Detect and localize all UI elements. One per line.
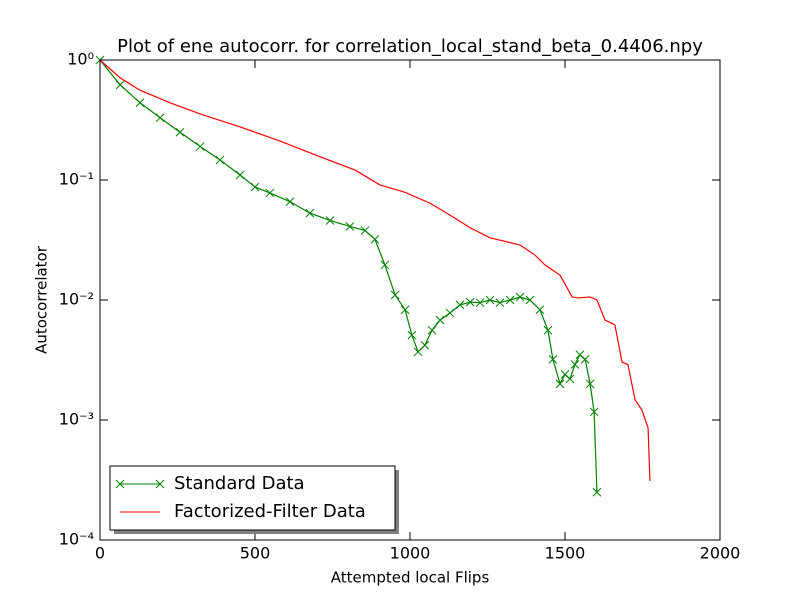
data-marker: [495, 298, 505, 308]
data-marker: [427, 325, 437, 335]
y-tick-label: 10⁻³: [59, 410, 94, 429]
data-marker: [589, 407, 599, 417]
data-marker: [548, 355, 558, 364]
x-tick-label: 2000: [700, 544, 741, 563]
data-marker: [285, 197, 295, 207]
data-marker: [400, 305, 410, 315]
data-marker: [407, 330, 417, 340]
y-tick-label: 10⁻⁴: [59, 530, 94, 549]
data-marker: [413, 347, 423, 357]
data-marker: [580, 355, 590, 364]
data-marker: [115, 80, 125, 90]
plot-frame: [99, 59, 721, 541]
data-marker: [475, 298, 485, 308]
y-tick-label: 10⁻²: [59, 290, 94, 309]
y-tick-label: 10⁰: [67, 50, 94, 69]
data-marker: [525, 295, 535, 305]
legend: [109, 465, 396, 531]
data-marker: [345, 222, 355, 231]
x-tick-label: 0: [95, 544, 105, 563]
data-marker: [420, 340, 430, 350]
data-marker: [570, 360, 580, 369]
chart-title: Plot of ene autocorr. for correlation_lo…: [117, 36, 703, 57]
legend-marker: [115, 479, 125, 489]
data-marker: [445, 308, 455, 318]
legend-label: Standard Data: [174, 473, 305, 494]
data-marker: [555, 379, 565, 389]
data-marker: [390, 290, 400, 300]
data-marker: [505, 295, 515, 305]
x-tick-label: 1500: [545, 544, 586, 563]
x-axis-label: Attempted local Flips: [331, 569, 490, 587]
y-axis-label: Autocorrelator: [33, 245, 51, 354]
data-marker: [515, 292, 525, 302]
data-marker: [465, 297, 475, 307]
data-marker: [265, 188, 275, 198]
data-marker: [543, 325, 553, 335]
data-marker: [370, 235, 380, 244]
data-line: [99, 59, 651, 482]
data-marker: [235, 170, 245, 180]
data-marker: [195, 142, 205, 151]
data-marker: [155, 113, 165, 123]
data-marker: [215, 155, 225, 165]
legend-marker: [155, 479, 165, 489]
data-marker: [135, 98, 145, 108]
data-marker: [585, 379, 595, 389]
data-marker: [435, 315, 445, 325]
data-marker: [485, 295, 495, 305]
legend-label: Factorized-Filter Data: [174, 501, 366, 522]
data-marker: [380, 260, 390, 270]
y-tick-label: 10⁻¹: [59, 170, 94, 189]
data-marker: [535, 305, 545, 315]
data-marker: [455, 300, 465, 310]
x-tick-label: 1000: [390, 544, 431, 563]
data-marker: [360, 226, 370, 235]
data-marker: [592, 487, 602, 497]
data-marker: [565, 374, 575, 384]
data-marker: [305, 208, 315, 218]
data-marker: [250, 182, 260, 192]
data-marker: [175, 127, 185, 137]
data-marker: [325, 216, 335, 225]
x-tick-label: 500: [240, 544, 271, 563]
